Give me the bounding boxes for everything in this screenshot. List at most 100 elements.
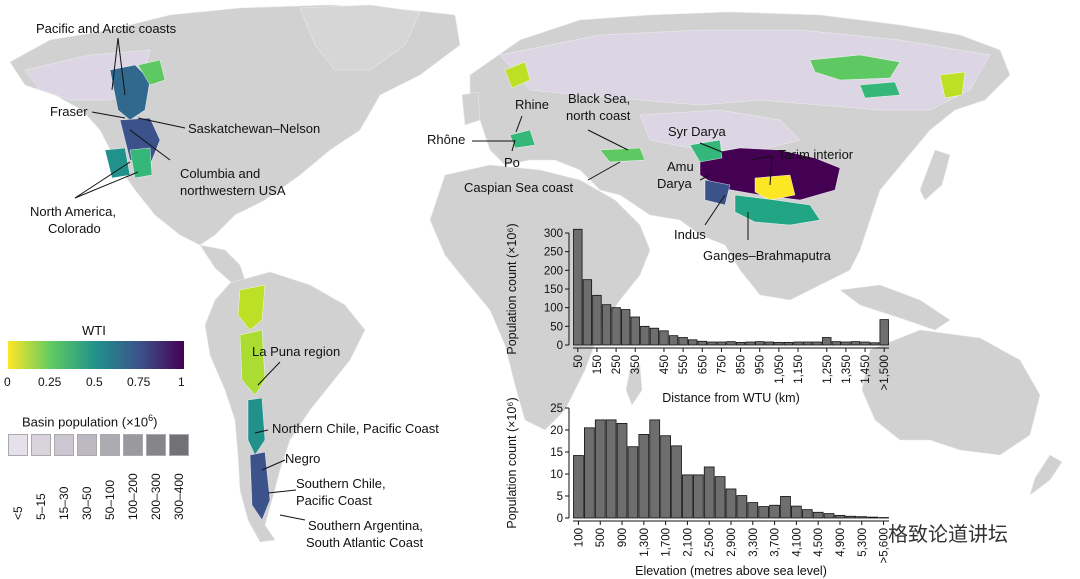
x-tick-label: 3,300 [748,528,760,557]
histogram-bar [780,496,791,519]
histogram-bar [678,337,688,346]
histogram-bar [605,419,617,519]
histogram-bar [649,327,660,346]
histogram-bar [682,474,693,519]
label-ganges-brahmaputra: Ganges–Brahmaputra [703,248,831,263]
x-tick-label: 150 [592,355,604,374]
histogram-bar [841,341,851,346]
label-syr-darya: Syr Darya [668,124,726,139]
histogram-bar [627,446,639,519]
x-tick-label: 4,100 [791,528,803,557]
histogram-bar [601,304,612,346]
label-amu-line2: Darya [657,176,692,191]
britain-landmass [461,91,481,126]
wti-tick-0: 0 [4,375,11,389]
x-tick-label: 650 [697,355,709,374]
label-amu-line1: Amu [667,159,694,174]
x-tick-label: 900 [617,528,629,547]
x-tick-label: 1,150 [793,355,805,384]
histogram-bar [764,341,774,346]
histogram-bar [725,488,737,519]
label-black-sea-line2: north coast [566,108,631,123]
y-axis-title: Population count (×10⁶) [505,223,519,354]
histogram-bar [834,514,846,519]
histogram-bar [716,341,727,346]
histogram-bar [812,511,824,519]
x-tick-label: 4,900 [835,528,847,557]
x-tick-label: 1,050 [774,355,786,384]
x-tick-label: 750 [716,355,728,374]
x-tick-label: 100 [573,528,585,547]
histogram-bar [582,279,593,346]
histogram-bar [703,466,715,519]
y-tick-label: 5 [557,491,563,503]
histogram-bar [668,335,679,346]
population-class-label: 5–15 [34,493,48,520]
histogram-bar [850,341,861,346]
x-tick-label: 450 [659,355,671,374]
population-swatch [31,434,51,456]
x-tick-label: 1,250 [822,355,834,384]
x-tick-label: 4,500 [813,528,825,557]
x-tick-label: >1,500 [879,355,891,391]
x-tick-label: 500 [595,528,607,547]
x-tick-label: 850 [736,355,748,374]
histogram-bar [831,341,842,346]
label-saskatchewan-nelson: Saskatchewan–Nelson [188,121,321,136]
population-class-label: <5 [11,506,25,520]
wti-tick-025: 0.25 [38,375,62,389]
southeast-asia-islands [839,284,951,331]
population-class-label: 300–400 [172,473,186,520]
histogram-bar [573,455,584,519]
x-axis-title: Elevation (metres above sea level) [635,564,827,578]
histogram-bar [707,341,717,346]
label-po: Po [504,155,520,170]
population-swatch [77,434,97,456]
label-rhine: Rhine [515,97,549,112]
population-swatch [8,434,28,456]
wti-tick-1: 1 [178,375,185,389]
population-class-label: 30–50 [80,486,94,520]
label-columbia-line1: Columbia and [180,166,261,181]
watermark-text: 格致论道讲坛 [888,522,1008,546]
y-tick-label: 100 [544,303,563,315]
y-axis-title: Population count (×10⁶) [505,397,519,528]
x-tick-label: 350 [630,355,642,374]
y-tick-label: 15 [550,447,563,459]
histogram-bar [726,341,736,346]
label-rhone: Rhône [427,132,466,147]
histogram-bar [592,294,602,346]
label-columbia-line2: northwestern USA [180,183,286,198]
wti-legend-title: WTI [82,323,106,338]
label-indus: Indus [674,227,706,242]
new-zealand-landmass [1029,454,1063,496]
histogram-bar [755,341,765,346]
histogram-bar [735,341,746,346]
population-class-label: 200–300 [149,473,163,520]
label-northern-chile: Northern Chile, Pacific Coast [272,421,439,436]
histogram-bar [869,342,880,346]
greenland-landmass [299,4,421,71]
y-tick-label: 250 [544,247,563,259]
label-black-sea-line1: Black Sea, [568,91,631,106]
y-tick-label: 300 [544,228,563,240]
histogram-bar [783,341,794,346]
y-tick-label: 0 [557,340,563,352]
label-caspian-sea-coast: Caspian Sea coast [464,180,574,195]
x-tick-label: 1,700 [661,528,673,557]
y-tick-label: 50 [550,321,563,333]
x-tick-label: 50 [573,355,585,368]
africa-landmass [429,164,651,431]
histogram-bar [594,419,606,519]
histogram-bar [630,316,640,346]
histogram-bar [573,228,583,346]
histogram-bar [823,513,835,519]
madagascar-landmass [625,364,643,406]
histogram-bar [802,341,813,346]
histogram-bar [774,341,784,346]
population-swatch [146,434,166,456]
histogram-bar [671,445,682,519]
y-tick-label: 0 [557,513,563,525]
x-axis-title: Distance from WTU (km) [662,391,800,405]
label-la-puna-region: La Puna region [252,344,341,359]
